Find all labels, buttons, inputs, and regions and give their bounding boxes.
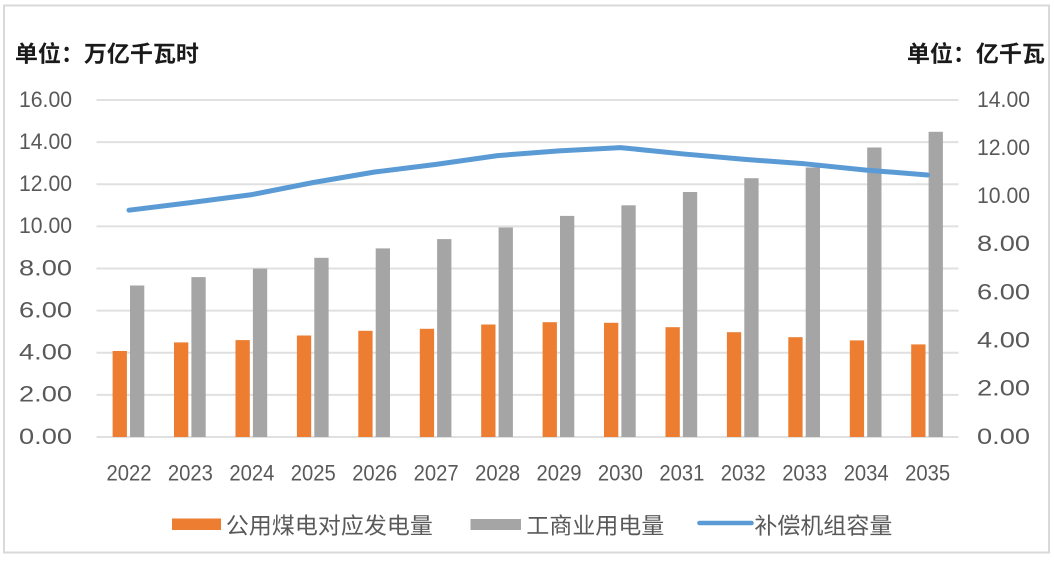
svg-text:2023: 2023 <box>168 461 213 486</box>
svg-text:2030: 2030 <box>598 461 643 486</box>
svg-text:10.00: 10.00 <box>977 183 1030 208</box>
svg-text:0.00: 0.00 <box>977 424 1030 449</box>
svg-text:2022: 2022 <box>107 461 152 486</box>
svg-text:12.00: 12.00 <box>977 135 1030 160</box>
svg-text:2026: 2026 <box>352 461 397 486</box>
svg-text:2024: 2024 <box>229 461 274 486</box>
svg-text:2033: 2033 <box>782 461 827 486</box>
svg-text:8.00: 8.00 <box>977 231 1030 256</box>
svg-text:8.00: 8.00 <box>19 255 72 280</box>
svg-text:2031: 2031 <box>659 461 704 486</box>
svg-text:16.00: 16.00 <box>19 87 72 112</box>
svg-text:6.00: 6.00 <box>977 279 1030 304</box>
svg-text:14.00: 14.00 <box>977 87 1030 112</box>
svg-text:0.00: 0.00 <box>19 424 72 449</box>
svg-text:2028: 2028 <box>475 461 520 486</box>
svg-text:4.00: 4.00 <box>19 340 72 365</box>
svg-text:12.00: 12.00 <box>19 171 72 196</box>
svg-text:10.00: 10.00 <box>19 213 72 238</box>
svg-text:4.00: 4.00 <box>977 328 1030 353</box>
svg-text:6.00: 6.00 <box>19 297 72 322</box>
svg-text:2029: 2029 <box>537 461 582 486</box>
svg-text:2.00: 2.00 <box>977 376 1030 401</box>
svg-text:14.00: 14.00 <box>19 129 72 154</box>
svg-text:2025: 2025 <box>291 461 336 486</box>
svg-text:2035: 2035 <box>905 461 950 486</box>
svg-text:2034: 2034 <box>844 461 889 486</box>
svg-text:2032: 2032 <box>721 461 766 486</box>
svg-text:2027: 2027 <box>414 461 459 486</box>
svg-text:2.00: 2.00 <box>19 382 72 407</box>
